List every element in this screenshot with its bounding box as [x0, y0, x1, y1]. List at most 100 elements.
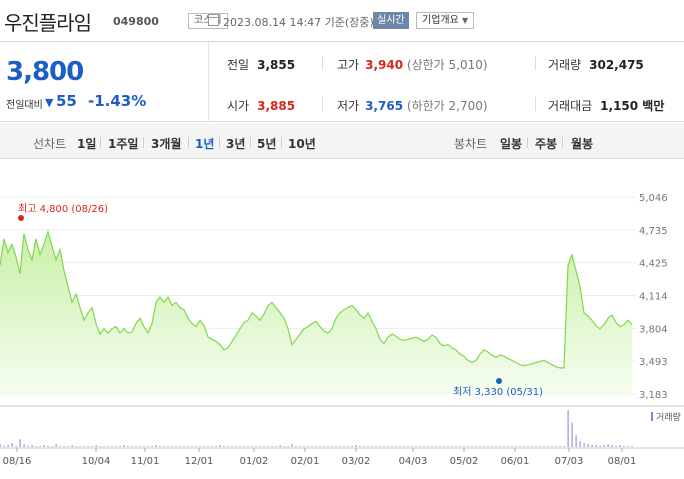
volume-bar [443, 446, 445, 447]
lower-limit: (하한가 2,700) [406, 99, 488, 113]
period-1y[interactable]: 1년 [195, 137, 215, 151]
y-tick-label: 4,735 [639, 226, 668, 237]
volume-bar [183, 446, 185, 447]
volume-bar [347, 446, 349, 447]
upper-limit: (상한가 5,010) [406, 58, 488, 72]
volume-bar [7, 445, 9, 447]
x-tick-label: 05/02 [450, 456, 479, 467]
volume-bar [283, 446, 285, 447]
volume-bar [483, 446, 485, 447]
volume-bar [179, 446, 181, 447]
x-tick-label: 10/04 [82, 456, 111, 467]
volume-bar [551, 446, 553, 447]
volume-label: 거래량 [548, 58, 582, 72]
volume-bar [387, 446, 389, 447]
volume-bar [479, 446, 481, 447]
volume-legend-label: 거래량 [656, 411, 681, 423]
period-5y[interactable]: 5년 [257, 137, 277, 151]
volume-bar [391, 446, 393, 447]
period-1w[interactable]: 1주일 [108, 137, 139, 151]
volume-bar [95, 445, 97, 447]
volume-bar [187, 446, 189, 447]
low-marker [496, 378, 502, 384]
volume-bar [491, 446, 493, 447]
period-10y[interactable]: 10년 [288, 137, 316, 151]
company-info-button[interactable]: 기업개요 ▼ [416, 12, 475, 29]
x-tick-label: 04/03 [399, 456, 428, 467]
volume-bar [599, 446, 601, 447]
volume-bar [99, 446, 101, 447]
x-axis-ticks: 08/16 10/04 11/01 12/01 01/02 02/01 03/02 04/03… [3, 448, 637, 467]
amount-label: 거래대금 [548, 99, 593, 113]
volume-bar [267, 446, 269, 447]
open-value: 3,885 [257, 99, 296, 113]
volume-bar [303, 446, 305, 447]
x-tick-label: 08/01 [608, 456, 637, 467]
divider [281, 137, 282, 148]
volume-bar [67, 446, 69, 447]
volume-bar [319, 446, 321, 447]
volume-bar [259, 446, 261, 447]
volume-bar [471, 446, 473, 447]
volume-bar [75, 446, 77, 447]
volume-bar [287, 446, 289, 447]
candle-daily[interactable]: 일봉 [500, 137, 523, 151]
y-axis-ticks: 5,046 4,735 4,425 4,114 3,804 3,493 3,183 [639, 193, 668, 401]
period-1d[interactable]: 1일 [77, 137, 97, 151]
volume-bar [415, 446, 417, 447]
volume-bar [115, 446, 117, 447]
volume-bar [579, 441, 581, 447]
volume-bar [175, 446, 177, 447]
volume-bar [611, 445, 613, 447]
volume-bar [571, 422, 573, 447]
candle-weekly[interactable]: 주봉 [535, 137, 558, 151]
volume-bar [587, 444, 589, 447]
volume-bar [219, 445, 221, 447]
volume-bar [447, 446, 449, 447]
divider [322, 56, 323, 70]
volume-value: 302,475 [589, 58, 644, 72]
y-tick-label: 3,804 [639, 324, 668, 335]
candle-chart-label: 봉차트 [454, 137, 488, 151]
volume-bar [131, 446, 133, 447]
volume-bar [123, 445, 125, 447]
volume-bar [427, 446, 429, 447]
volume-bar [91, 446, 93, 447]
volume-bar [111, 446, 113, 447]
volume-bar [499, 446, 501, 447]
volume-bar [163, 446, 165, 447]
amount-value: 1,150 백만 [600, 99, 665, 113]
open-price: 시가 3,885 [227, 97, 295, 114]
stock-header: 우진플라임 049800 코스피 2023.08.14 14:47 기준(장중)… [0, 0, 684, 42]
volume-bar [459, 446, 461, 447]
volume-bar [495, 446, 497, 447]
volume: 거래량 302,475 [548, 56, 644, 73]
volume-bar [311, 446, 313, 447]
period-3y[interactable]: 3년 [226, 137, 246, 151]
chart-annotations: 최고 4,800 (08/26) 최저 3,330 (05/31) [18, 203, 543, 398]
volume-bar [263, 446, 265, 447]
volume-bar [247, 446, 249, 447]
volume-bar [419, 446, 421, 447]
volume-bar [3, 446, 5, 447]
open-label: 시가 [227, 99, 250, 113]
volume-bar [631, 446, 633, 447]
volume-bar [151, 446, 153, 447]
volume-bar [375, 446, 377, 447]
x-tick-label: 02/01 [291, 456, 320, 467]
down-arrow-icon: ▼ [45, 96, 54, 109]
x-tick-label: 01/02 [240, 456, 269, 467]
day-high: 고가 3,940 (상한가 5,010) [337, 56, 488, 73]
price-chart[interactable]: 5,046 4,735 4,425 4,114 3,804 3,493 3,183 최고 4… [0, 160, 684, 479]
y-tick-label: 3,493 [639, 357, 668, 368]
volume-bar [559, 446, 561, 447]
stock-code: 049800 [113, 15, 159, 28]
volume-bar [211, 446, 213, 447]
volume-bar [343, 446, 345, 447]
candle-monthly[interactable]: 월봉 [571, 137, 594, 151]
volume-bar [47, 446, 49, 447]
realtime-badge[interactable]: 실시간 [373, 12, 409, 29]
volume-bar [103, 446, 105, 447]
period-3m[interactable]: 3개월 [151, 137, 182, 151]
volume-bar [363, 446, 365, 447]
